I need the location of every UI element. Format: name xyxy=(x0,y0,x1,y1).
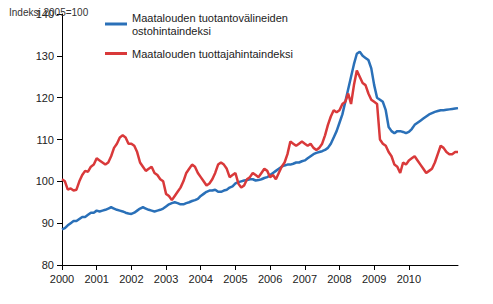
svg-text:90: 90 xyxy=(42,217,54,229)
svg-text:2006: 2006 xyxy=(258,273,282,285)
svg-text:2002: 2002 xyxy=(119,273,143,285)
svg-text:2001: 2001 xyxy=(84,273,108,285)
svg-text:2008: 2008 xyxy=(327,273,351,285)
svg-text:2003: 2003 xyxy=(154,273,178,285)
svg-text:Maatalouden tuotantovälineiden: Maatalouden tuotantovälineiden xyxy=(132,12,288,24)
svg-text:110: 110 xyxy=(36,134,54,146)
svg-text:120: 120 xyxy=(36,92,54,104)
svg-text:ostohintaindeksi: ostohintaindeksi xyxy=(132,25,211,37)
svg-text:2000: 2000 xyxy=(50,273,74,285)
svg-text:100: 100 xyxy=(36,175,54,187)
svg-text:Maatalouden tuottajahintaindek: Maatalouden tuottajahintaindeksi xyxy=(132,48,293,60)
svg-text:2005: 2005 xyxy=(223,273,247,285)
svg-text:2007: 2007 xyxy=(293,273,317,285)
svg-text:130: 130 xyxy=(36,50,54,62)
svg-text:2009: 2009 xyxy=(362,273,386,285)
svg-text:2010: 2010 xyxy=(397,273,421,285)
svg-text:Indeksi 2005=100: Indeksi 2005=100 xyxy=(9,7,89,18)
svg-text:80: 80 xyxy=(42,259,54,271)
svg-text:2004: 2004 xyxy=(189,273,213,285)
